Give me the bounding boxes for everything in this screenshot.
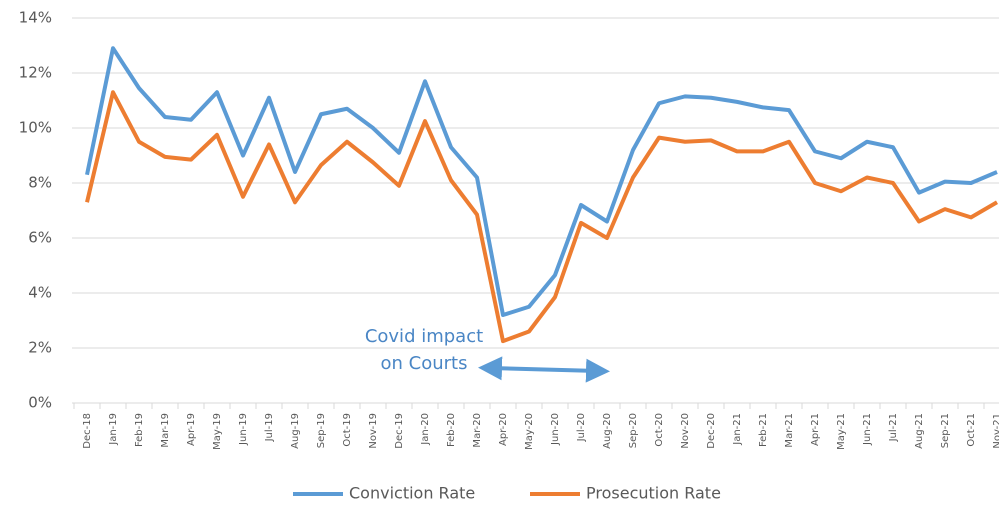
- x-tick-label: Jul-21: [888, 413, 899, 442]
- x-tick-label: Apr-19: [186, 413, 197, 446]
- y-tick-label: 0%: [28, 394, 52, 412]
- x-tick-label: Oct-20: [654, 413, 665, 447]
- legend-label: Prosecution Rate: [586, 484, 721, 503]
- x-tick-label: Jun-20: [550, 413, 561, 446]
- x-tick-label: Jul-19: [264, 413, 275, 442]
- x-tick-label: Nov-20: [680, 413, 691, 449]
- y-tick-label: 12%: [19, 64, 52, 82]
- series-line: [85, 90, 999, 344]
- x-tick-label: May-19: [212, 413, 223, 450]
- x-tick-label: Mar-21: [784, 413, 795, 448]
- x-tick-label: Sep-20: [628, 413, 639, 448]
- x-tick-label: Feb-20: [446, 413, 457, 447]
- x-tick-label: Dec-19: [394, 413, 405, 449]
- y-tick-label: 2%: [28, 339, 52, 357]
- x-tick-label: Nov-19: [368, 413, 379, 449]
- x-tick-label: Oct-21: [966, 413, 977, 447]
- x-tick-label: Dec-20: [706, 413, 717, 449]
- x-tick-label: Jun-21: [862, 413, 873, 446]
- x-tick-label: Mar-20: [472, 413, 483, 448]
- annotation: Covid impact: [365, 326, 483, 347]
- x-tick-label: Jun-19: [238, 413, 249, 446]
- x-tick-label: Jul-20: [576, 413, 587, 442]
- x-tick-label: Feb-21: [758, 413, 769, 447]
- covid-arrow: [478, 356, 610, 383]
- x-tick-label: Feb-19: [134, 413, 145, 447]
- x-tick-label: Apr-20: [498, 413, 509, 446]
- x-tick-label: Mar-19: [160, 413, 171, 448]
- y-tick-label: 8%: [28, 174, 52, 192]
- x-tick-label: May-20: [524, 413, 535, 450]
- annotation: on Courts: [381, 353, 468, 374]
- y-tick-label: 10%: [19, 119, 52, 137]
- x-tick-label: Nov-21: [992, 413, 999, 449]
- y-tick-label: 6%: [28, 229, 52, 247]
- x-tick-label: Oct-19: [342, 413, 353, 447]
- legend-label: Conviction Rate: [349, 484, 475, 503]
- x-tick-label: Jan-20: [420, 413, 431, 446]
- y-tick-label: 4%: [28, 284, 52, 302]
- y-tick-label: 14%: [19, 9, 52, 27]
- x-tick-label: Sep-19: [316, 413, 327, 448]
- x-tick-label: Aug-19: [290, 413, 301, 449]
- series-line: [85, 46, 998, 317]
- x-tick-label: Apr-21: [810, 413, 821, 446]
- x-tick-label: Sep-21: [940, 413, 951, 448]
- x-tick-label: May-21: [836, 413, 847, 450]
- x-tick-label: Aug-20: [602, 413, 613, 449]
- x-tick-label: Jan-19: [108, 413, 119, 446]
- x-tick-label: Jan-21: [732, 413, 743, 446]
- x-tick-label: Dec-18: [82, 413, 93, 449]
- x-tick-label: Aug-21: [914, 413, 925, 449]
